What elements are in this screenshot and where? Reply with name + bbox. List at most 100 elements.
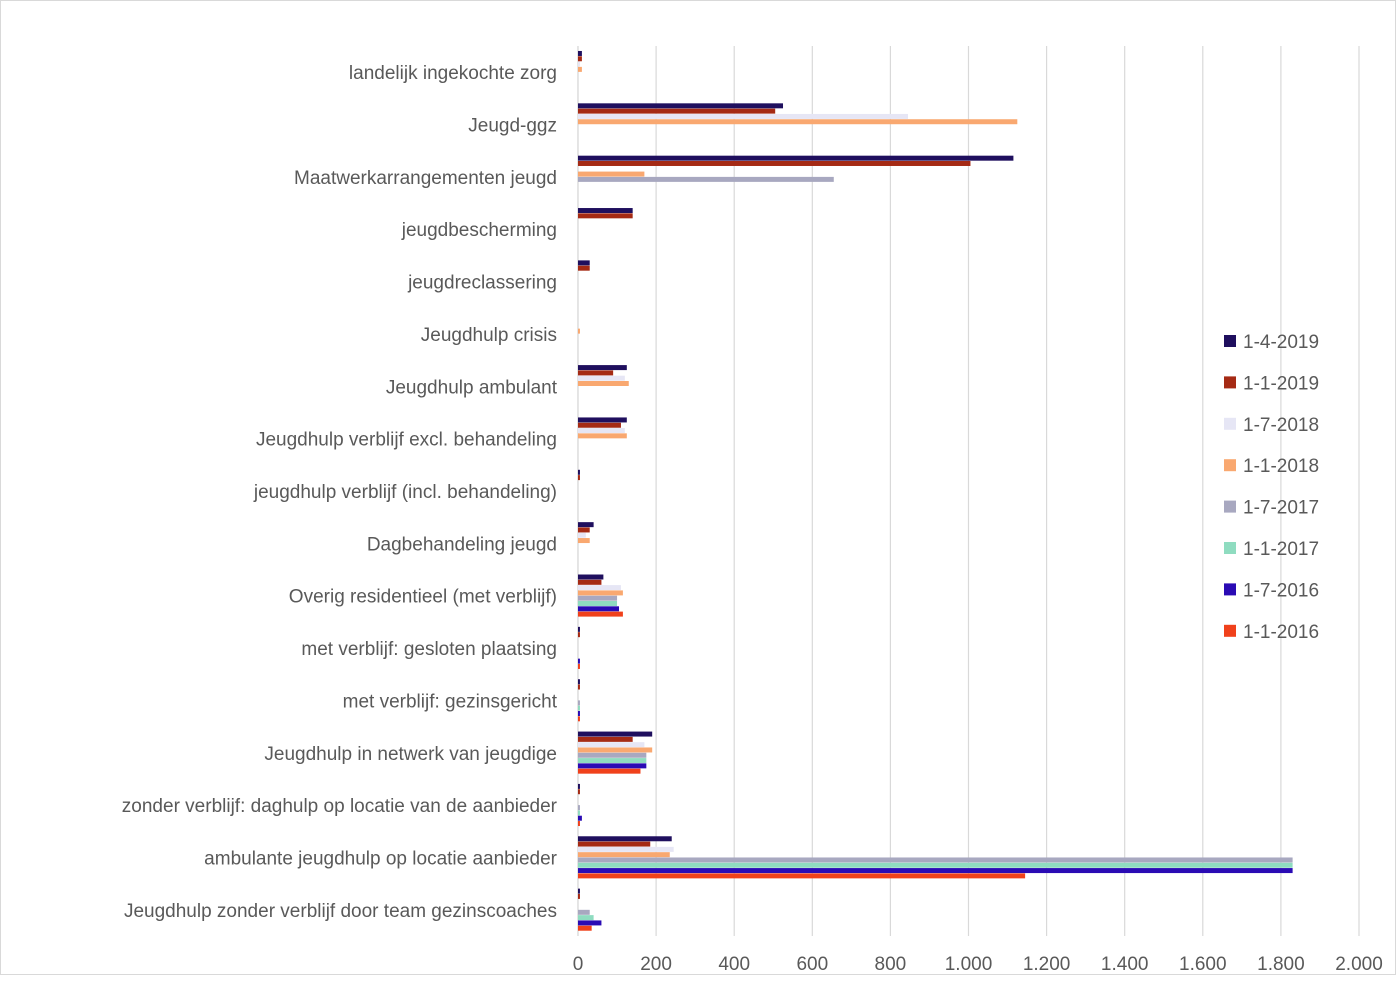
bar xyxy=(578,658,580,664)
bar xyxy=(578,585,621,591)
bar xyxy=(578,679,580,685)
bar xyxy=(578,783,580,789)
bar xyxy=(578,590,623,596)
bar xyxy=(578,611,623,617)
bar xyxy=(578,375,625,381)
bar xyxy=(578,925,592,931)
bar xyxy=(578,66,582,72)
bar xyxy=(578,873,1026,879)
bar xyxy=(578,846,674,852)
bar xyxy=(578,475,580,481)
bar xyxy=(578,700,580,706)
bar xyxy=(578,469,580,475)
x-tick-label: 800 xyxy=(875,954,907,975)
bar xyxy=(578,606,620,612)
bar xyxy=(578,208,633,214)
bar xyxy=(578,601,618,607)
category-label: Jeugd-ggz xyxy=(468,116,557,137)
bar xyxy=(578,752,647,758)
bar xyxy=(578,810,580,816)
category-label: jeugdhulp verblijf (incl. behandeling) xyxy=(253,482,557,503)
category-label: Overig residentieel (met verblijf) xyxy=(289,587,557,608)
bar xyxy=(578,736,633,742)
legend-label: 1-1-2019 xyxy=(1243,373,1319,394)
x-tick-label: 1.400 xyxy=(1101,954,1149,975)
legend: 1-4-2019 1-1-2019 1-7-2018 1-1-2018 1-7-2017… xyxy=(1224,332,1319,643)
legend-swatch xyxy=(1224,624,1236,637)
bar xyxy=(578,160,971,166)
x-tick-label: 1.200 xyxy=(1023,954,1071,975)
bar xyxy=(578,538,590,544)
bar xyxy=(578,365,627,371)
bar xyxy=(578,789,580,795)
x-tick-label: 0 xyxy=(573,954,584,975)
category-label: jeugdreclassering xyxy=(407,273,557,294)
bar xyxy=(578,50,582,56)
category-label: Jeugdhulp verblijf excl. behandeling xyxy=(256,430,557,451)
legend-label: 1-1-2018 xyxy=(1243,456,1319,477)
x-tick-label: 1.000 xyxy=(945,954,993,975)
bar xyxy=(578,742,645,748)
x-tick-labels: 0 200 400 600 800 1.000 1.200 1.400 1.600 1.800 2.… xyxy=(573,954,1383,975)
legend-swatch xyxy=(1224,417,1236,430)
bar xyxy=(578,805,580,811)
legend-label: 1-1-2017 xyxy=(1243,539,1319,560)
bar xyxy=(578,909,590,915)
bar xyxy=(578,380,629,386)
bar xyxy=(578,113,908,119)
bar xyxy=(578,527,590,533)
x-tick-label: 2.000 xyxy=(1335,954,1383,975)
bar xyxy=(578,705,580,711)
category-label: Jeugdhulp zonder verblijf door team gezi… xyxy=(124,901,557,922)
category-label: Jeugdhulp in netwerk van jeugdige xyxy=(264,744,557,765)
x-tick-label: 1.600 xyxy=(1179,954,1227,975)
bar xyxy=(578,768,641,774)
bar xyxy=(578,716,580,722)
bar xyxy=(578,213,633,219)
category-labels: landelijk ingekochte zorg Jeugd-ggz Maatwe… xyxy=(122,63,558,922)
category-label: Jeugdhulp ambulant xyxy=(386,377,558,398)
legend-swatch xyxy=(1224,376,1236,389)
bar xyxy=(578,684,580,690)
bar xyxy=(578,862,1293,868)
category-label: Dagbehandeling jeugd xyxy=(367,534,557,555)
category-label: met verblijf: gesloten plaatsing xyxy=(301,639,557,660)
bar xyxy=(578,370,614,376)
bar xyxy=(578,852,670,858)
legend-swatch xyxy=(1224,459,1236,472)
bar xyxy=(578,821,580,827)
bar xyxy=(578,836,672,842)
bar xyxy=(578,428,625,434)
bar xyxy=(578,857,1293,863)
bar xyxy=(578,108,776,114)
bar xyxy=(578,868,1293,874)
category-label: landelijk ingekochte zorg xyxy=(349,63,557,84)
bar xyxy=(578,171,645,177)
legend-swatch xyxy=(1224,500,1236,513)
bars xyxy=(578,50,1293,931)
x-tick-label: 1.800 xyxy=(1257,954,1305,975)
bar xyxy=(578,265,590,271)
bar xyxy=(578,758,647,764)
bar xyxy=(578,915,594,921)
x-tick-label: 400 xyxy=(718,954,750,975)
bar xyxy=(578,663,580,669)
bar xyxy=(578,522,594,528)
gridlines xyxy=(577,46,1360,936)
category-label: jeugdbescherming xyxy=(401,220,557,241)
category-label: Jeugdhulp crisis xyxy=(421,325,557,346)
legend-label: 1-7-2016 xyxy=(1243,580,1319,601)
bar xyxy=(578,260,590,266)
bar xyxy=(578,155,1014,161)
bar xyxy=(578,417,627,423)
bar xyxy=(578,893,580,899)
x-tick-label: 600 xyxy=(796,954,828,975)
category-label: zonder verblijf: daghulp op locatie van … xyxy=(122,796,558,817)
bar xyxy=(578,328,580,334)
category-label: met verblijf: gezinsgericht xyxy=(343,691,558,712)
bar xyxy=(578,632,580,638)
bar xyxy=(578,888,580,894)
legend-swatch xyxy=(1224,583,1236,596)
bar xyxy=(578,574,604,580)
